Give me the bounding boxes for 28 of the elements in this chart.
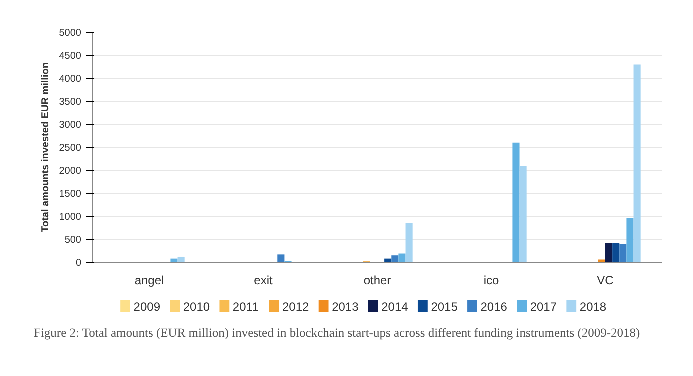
legend-label: 2016 [480, 300, 508, 314]
legend-label: 2012 [282, 300, 310, 314]
y-tick-label: 3000 [59, 120, 82, 131]
y-tick-label: 3500 [59, 97, 82, 108]
x-tick-label: angel [134, 274, 164, 288]
legend-label: 2011 [232, 300, 260, 314]
y-tick-label: 2500 [59, 143, 82, 154]
y-axis-title: Total amounts invested EUR million [40, 62, 52, 232]
legend-label: 2015 [431, 300, 458, 314]
y-tick-label: 1500 [59, 189, 82, 200]
legend-label: 2017 [530, 300, 558, 314]
y-tick-label: 4500 [59, 51, 82, 62]
legend-label: 2014 [382, 300, 409, 314]
x-tick-label: exit [254, 274, 274, 288]
legend-label: 2018 [580, 300, 607, 314]
y-tick-label: 5000 [59, 28, 82, 39]
y-tick-label: 0 [76, 258, 82, 269]
x-tick-label: ico [484, 274, 500, 288]
x-tick-label: VC [597, 274, 614, 288]
y-tick-label: 1000 [59, 212, 82, 223]
legend-label: 2009 [134, 300, 161, 314]
legend-label: 2013 [332, 300, 360, 314]
y-tick-label: 500 [64, 235, 82, 246]
caption: Figure 2: Total amounts (EUR million) invested in blockchain start-ups across different funding instruments (2009-2018) [34, 326, 640, 341]
x-tick-label: other [364, 274, 392, 288]
y-tick-label: 4000 [59, 74, 82, 85]
y-tick-label: 2000 [59, 166, 82, 177]
legend-label: 2010 [183, 300, 210, 314]
